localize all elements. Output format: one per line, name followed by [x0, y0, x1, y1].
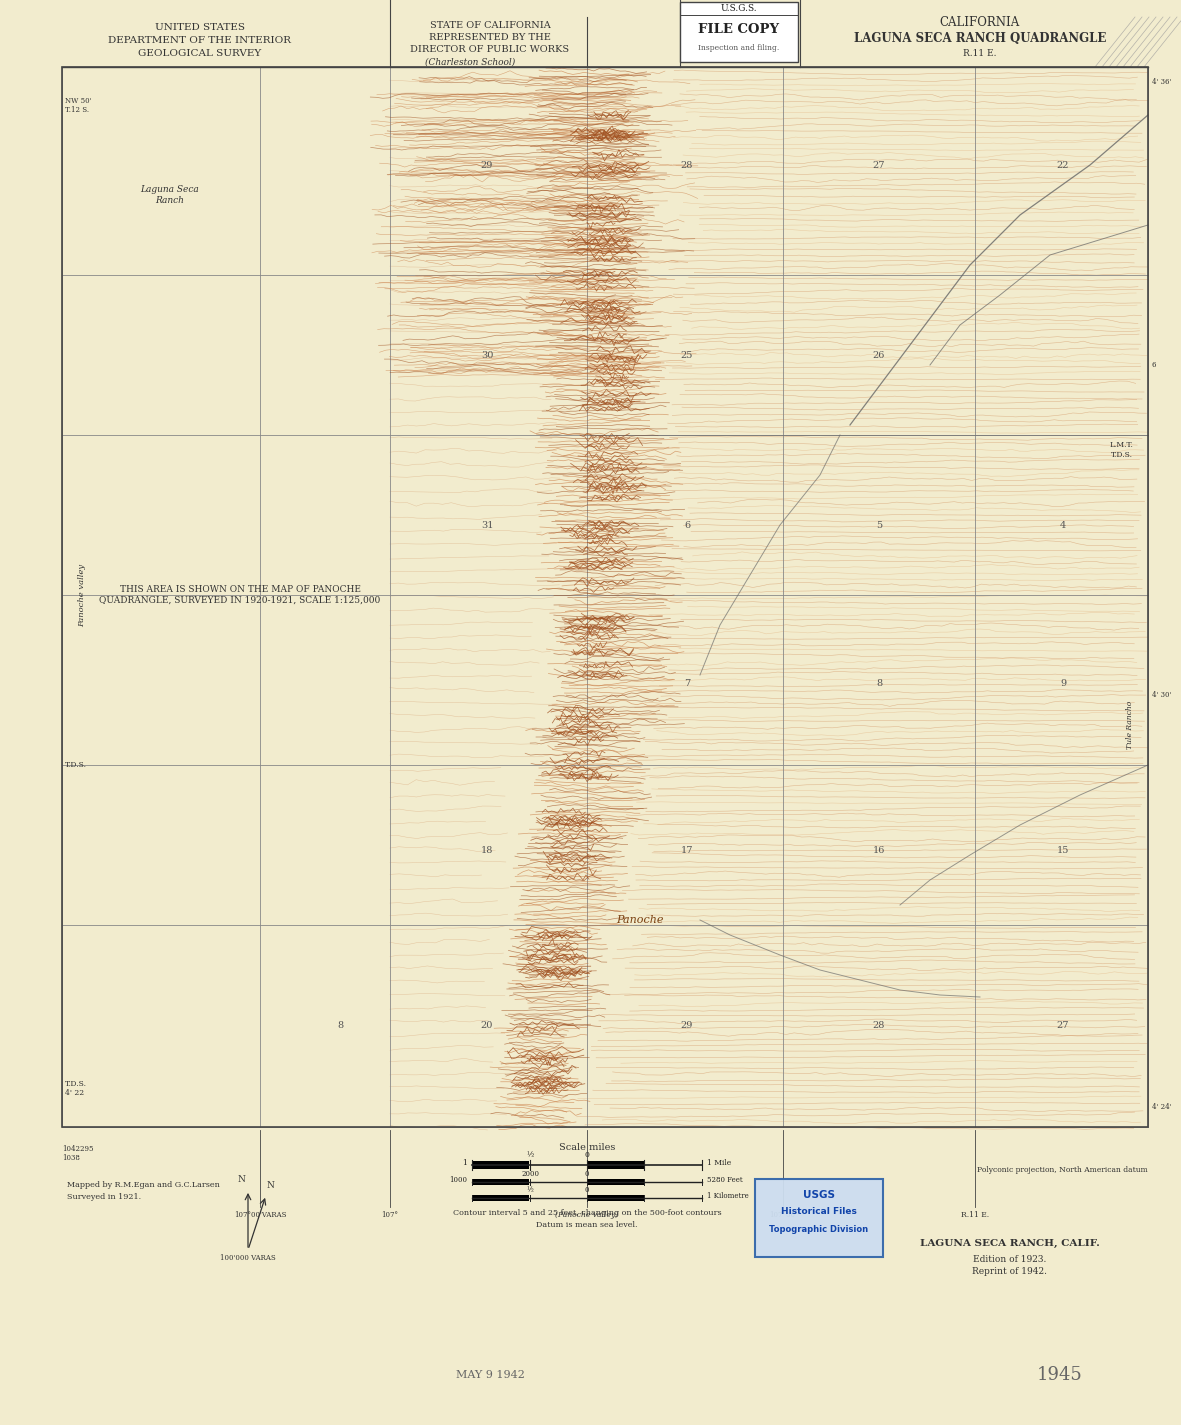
Text: 0: 0: [585, 1151, 589, 1159]
Bar: [61, 67, 1148, 1127]
Text: 1 Mile: 1 Mile: [707, 1159, 731, 1167]
Text: 17: 17: [680, 845, 693, 855]
Text: 100'000 VARAS: 100'000 VARAS: [220, 1254, 276, 1263]
Text: Panoche: Panoche: [616, 915, 664, 925]
Bar: [755, 1178, 883, 1257]
Text: 25: 25: [680, 351, 693, 359]
Text: REPRESENTED BY THE: REPRESENTED BY THE: [429, 33, 552, 41]
Text: Inspection and filing.: Inspection and filing.: [698, 44, 779, 51]
Text: R.11 E.: R.11 E.: [961, 1211, 988, 1218]
Text: Scale miles: Scale miles: [559, 1143, 615, 1151]
Text: USGS: USGS: [803, 1190, 835, 1200]
Text: 1 Kilometre: 1 Kilometre: [707, 1191, 749, 1200]
Text: STATE OF CALIFORNIA: STATE OF CALIFORNIA: [430, 20, 550, 30]
Text: ½: ½: [527, 1186, 534, 1194]
Text: THIS AREA IS SHOWN ON THE MAP OF PANOCHE
QUADRANGLE, SURVEYED IN 1920-1921, SCAL: THIS AREA IS SHOWN ON THE MAP OF PANOCHE…: [99, 586, 380, 604]
Text: Mapped by R.M.Egan and G.C.Larsen: Mapped by R.M.Egan and G.C.Larsen: [67, 1181, 220, 1188]
Text: U.S.G.S.: U.S.G.S.: [720, 3, 757, 13]
Text: 27: 27: [1057, 1020, 1069, 1029]
Text: Contour interval 5 and 25 feet, changing on the 500-foot contours: Contour interval 5 and 25 feet, changing…: [452, 1208, 722, 1217]
Text: 28: 28: [680, 161, 693, 170]
Text: 27: 27: [873, 161, 886, 170]
Text: 107°: 107°: [381, 1211, 398, 1218]
Text: 22: 22: [1057, 161, 1069, 170]
Text: 18: 18: [481, 845, 494, 855]
Text: 9: 9: [1059, 678, 1066, 687]
Text: 1042295
1038: 1042295 1038: [61, 1146, 93, 1163]
Text: NW 50'
T.12 S.: NW 50' T.12 S.: [65, 97, 91, 114]
Text: Topographic Division: Topographic Division: [770, 1224, 868, 1234]
Bar: [472, 1178, 529, 1186]
Bar: [472, 1196, 529, 1201]
Text: 29: 29: [481, 161, 494, 170]
Text: Edition of 1923.: Edition of 1923.: [973, 1254, 1046, 1264]
Bar: [587, 1161, 644, 1168]
Text: FILE COPY: FILE COPY: [698, 23, 779, 36]
Bar: [472, 1161, 529, 1168]
Text: LAGUNA SECA RANCH QUADRANGLE: LAGUNA SECA RANCH QUADRANGLE: [854, 31, 1107, 44]
Text: 0: 0: [585, 1186, 589, 1194]
Text: Reprint of 1942.: Reprint of 1942.: [972, 1267, 1048, 1277]
Text: 7: 7: [684, 678, 690, 687]
Text: DEPARTMENT OF THE INTERIOR: DEPARTMENT OF THE INTERIOR: [109, 36, 292, 44]
Text: 30: 30: [481, 351, 494, 359]
Text: 1000: 1000: [449, 1176, 466, 1184]
Text: 4: 4: [1059, 520, 1066, 530]
Text: LAGUNA SECA RANCH, CALIF.: LAGUNA SECA RANCH, CALIF.: [920, 1238, 1100, 1247]
Bar: [587, 1178, 644, 1186]
Text: 107°00'VARAS: 107°00'VARAS: [234, 1211, 286, 1218]
Text: 0: 0: [585, 1170, 589, 1178]
Text: GEOLOGICAL SURVEY: GEOLOGICAL SURVEY: [138, 48, 262, 57]
Text: 5: 5: [876, 520, 882, 530]
Text: 6: 6: [1151, 361, 1156, 369]
Bar: [587, 1196, 644, 1201]
Text: 28: 28: [873, 1020, 886, 1029]
Text: 5280 Feet: 5280 Feet: [707, 1176, 743, 1184]
Text: MAY 9 1942: MAY 9 1942: [456, 1369, 524, 1379]
Text: Surveyed in 1921.: Surveyed in 1921.: [67, 1193, 141, 1201]
Text: CALIFORNIA: CALIFORNIA: [940, 16, 1020, 28]
Text: 16: 16: [873, 845, 886, 855]
Text: 2000: 2000: [521, 1170, 539, 1178]
Text: (Charleston School): (Charleston School): [425, 57, 515, 67]
Text: Panoche valley: Panoche valley: [78, 563, 86, 627]
Text: 4' 24': 4' 24': [1151, 1103, 1172, 1112]
Text: 20: 20: [481, 1020, 494, 1029]
Text: Datum is mean sea level.: Datum is mean sea level.: [536, 1221, 638, 1228]
Text: 107°00': 107°00': [769, 1211, 797, 1218]
Text: T.D.S.
4' 22: T.D.S. 4' 22: [65, 1080, 87, 1097]
Text: 4' 30': 4' 30': [1151, 691, 1172, 700]
Text: Polyconic projection, North American datum: Polyconic projection, North American dat…: [977, 1166, 1148, 1174]
Text: Historical Files: Historical Files: [781, 1207, 857, 1217]
Text: N: N: [266, 1181, 274, 1190]
Text: 6: 6: [684, 520, 690, 530]
Text: 4' 36': 4' 36': [1151, 78, 1172, 86]
Bar: [680, 1, 798, 63]
Text: DIRECTOR OF PUBLIC WORKS: DIRECTOR OF PUBLIC WORKS: [411, 44, 569, 54]
Text: 1: 1: [462, 1159, 466, 1167]
Text: UNITED STATES: UNITED STATES: [155, 23, 244, 31]
Text: 8: 8: [337, 1020, 342, 1029]
Text: 15: 15: [1057, 845, 1069, 855]
Text: (Panoche valley): (Panoche valley): [555, 1211, 619, 1218]
Text: L.M.T.
T.D.S.: L.M.T. T.D.S.: [1109, 442, 1133, 459]
Text: 26: 26: [873, 351, 886, 359]
Text: N: N: [237, 1176, 244, 1184]
Text: ½: ½: [527, 1151, 534, 1159]
Text: 29: 29: [680, 1020, 693, 1029]
Text: 1945: 1945: [1037, 1367, 1083, 1384]
Text: Tule Rancho: Tule Rancho: [1125, 701, 1134, 750]
Text: R.11 E.: R.11 E.: [964, 48, 997, 57]
Text: T.D.S.: T.D.S.: [65, 761, 87, 770]
Text: 31: 31: [481, 520, 494, 530]
Text: Laguna Seca
Ranch: Laguna Seca Ranch: [141, 185, 200, 205]
Text: 8: 8: [876, 678, 882, 687]
